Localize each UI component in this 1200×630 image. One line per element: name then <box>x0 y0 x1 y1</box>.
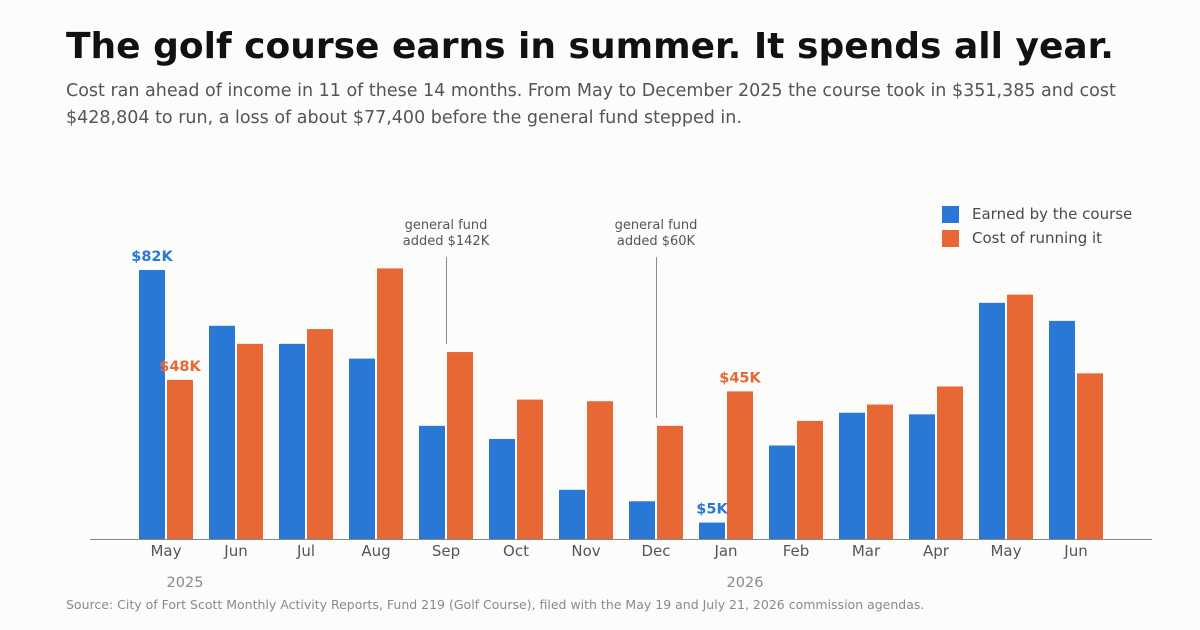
bar-earned-4 <box>419 425 445 539</box>
chart-subtitle: Cost ran ahead of income in 11 of these … <box>66 81 1116 128</box>
bar-earned-3 <box>349 358 375 539</box>
bar-cost-9 <box>797 420 823 539</box>
x-tick-label-9: Feb <box>783 542 810 560</box>
bar-earned-5 <box>489 438 515 539</box>
bar-earned-10 <box>839 412 865 539</box>
x-tick-label-5: Oct <box>503 542 529 560</box>
bar-earned-1 <box>209 325 235 539</box>
x-tick-label-1: Jun <box>223 542 247 560</box>
legend-label-cost: Cost of running it <box>972 229 1103 247</box>
year-label-0: 2025 <box>167 575 204 591</box>
legend-swatch-earned <box>942 205 959 223</box>
bar-cost-10 <box>867 404 893 539</box>
annotation-1-line-1: added $60K <box>617 234 696 249</box>
annotation-0-line-0: general fund <box>405 218 488 233</box>
x-tick-label-10: Mar <box>852 542 881 560</box>
x-tick-label-11: Apr <box>923 542 950 560</box>
bar-earned-13 <box>1049 320 1075 539</box>
x-tick-label-6: Nov <box>571 542 600 560</box>
bar-cost-2 <box>307 329 333 539</box>
bar-cost-11 <box>937 386 963 539</box>
bars-layer <box>139 268 1103 539</box>
x-tick-label-4: Sep <box>432 542 460 560</box>
bar-cost-3 <box>377 268 403 539</box>
bar-earned-7 <box>629 501 655 539</box>
bar-earned-9 <box>769 445 795 539</box>
legend: Earned by the course Cost of running it <box>942 202 1132 250</box>
data-labels-layer: $82K $48K $45K $5K <box>131 249 761 518</box>
bar-cost-7 <box>657 425 683 539</box>
data-label-cost-8: $45K <box>719 370 761 386</box>
chart-title: The golf course earns in summer. It spen… <box>66 26 1114 67</box>
bar-cost-6 <box>587 401 613 539</box>
bar-earned-6 <box>559 489 585 539</box>
x-tick-label-7: Dec <box>641 542 670 560</box>
x-tick-labels: May Jun Jul Aug Sep Oct Nov Dec Jan Feb Mar Apr May J… <box>150 542 1087 591</box>
data-label-earned-0: $82K <box>131 249 173 265</box>
x-tick-label-13: Jun <box>1063 542 1087 560</box>
legend-item-cost: Cost of running it <box>942 226 1132 250</box>
x-tick-label-8: Jan <box>713 542 737 560</box>
source-note: Source: City of Fort Scott Monthly Activ… <box>66 597 925 612</box>
legend-label-earned: Earned by the course <box>972 205 1133 223</box>
x-tick-label-2: Jul <box>296 542 315 560</box>
bar-earned-2 <box>279 343 305 539</box>
bar-cost-0 <box>167 379 193 539</box>
data-label-cost-0: $48K <box>159 359 201 375</box>
x-tick-label-0: May <box>150 542 181 560</box>
bar-earned-8 <box>699 522 725 539</box>
bar-cost-5 <box>517 399 543 539</box>
x-tick-label-3: Aug <box>361 542 390 560</box>
legend-swatch-cost <box>942 229 959 247</box>
bar-cost-12 <box>1007 294 1033 539</box>
annotation-0-line-1: added $142K <box>403 234 490 249</box>
legend-item-earned: Earned by the course <box>942 202 1132 226</box>
year-label-1: 2026 <box>727 575 764 591</box>
bar-cost-8 <box>727 391 753 539</box>
x-tick-label-12: May <box>990 542 1021 560</box>
bar-earned-12 <box>979 302 1005 539</box>
bar-cost-4 <box>447 352 473 539</box>
bar-cost-1 <box>237 343 263 539</box>
bar-earned-0 <box>139 270 165 539</box>
bar-earned-11 <box>909 414 935 539</box>
annotation-1-line-0: general fund <box>615 218 698 233</box>
bar-cost-13 <box>1077 373 1103 539</box>
data-label-earned-8: $5K <box>696 502 728 518</box>
